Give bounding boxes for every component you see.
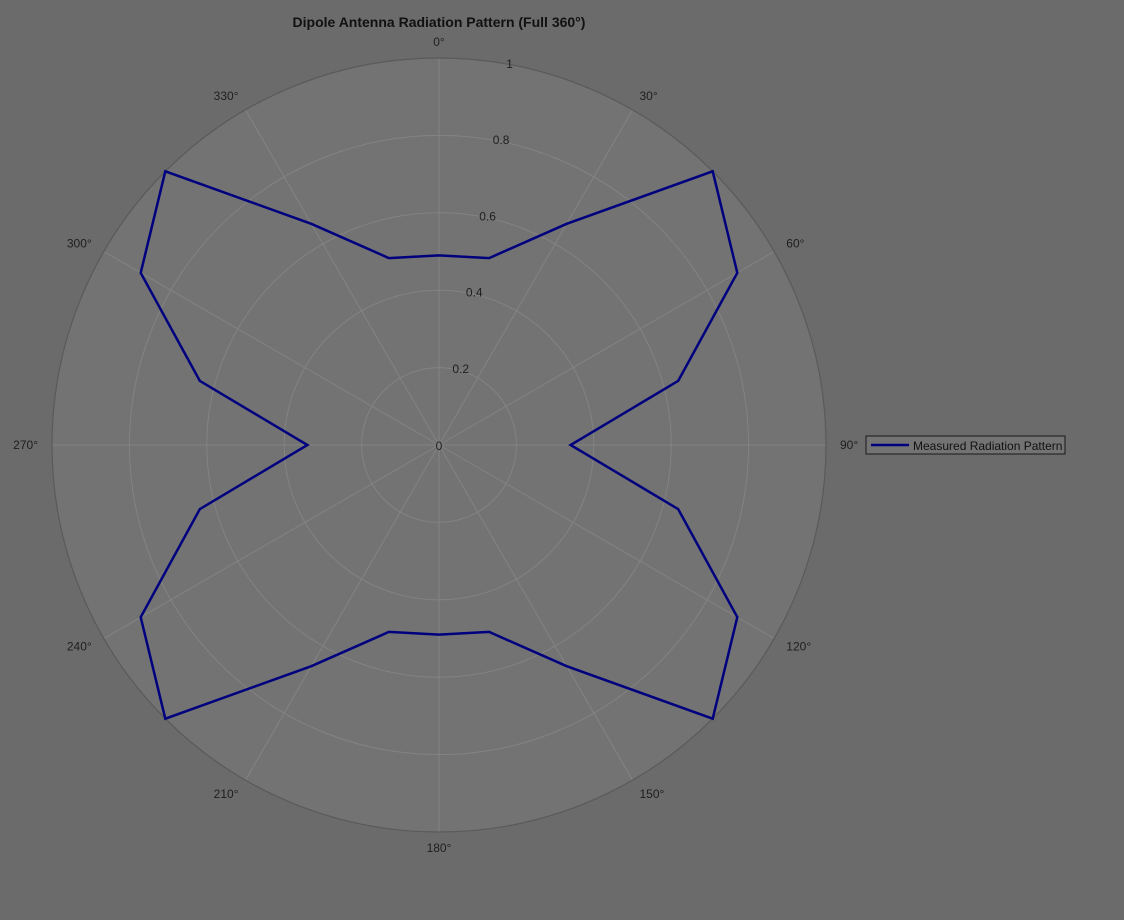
angular-gridline <box>103 251 440 446</box>
angular-tick-label: 90° <box>840 438 858 452</box>
angular-gridline <box>438 109 633 446</box>
legend-label: Measured Radiation Pattern <box>913 439 1062 453</box>
angular-tick-label: 270° <box>13 438 38 452</box>
angular-tick-label: 210° <box>214 787 239 801</box>
plot-area <box>139 169 739 721</box>
radial-tick-label: 0.2 <box>452 362 469 376</box>
radial-tick-label: 0.8 <box>493 133 510 147</box>
radial-tick-label: 0.4 <box>466 286 483 300</box>
angular-tick-label: 0° <box>433 35 445 49</box>
angular-tick-label: 150° <box>640 787 665 801</box>
angular-tick-label: 180° <box>427 841 452 855</box>
tick-labels: 0 0.2 0.4 0.6 0.8 1 0° 30° 60° 90° 120° 150° 180° 210… <box>13 35 858 855</box>
radial-tick-label: 0.6 <box>479 209 496 223</box>
chart-title: Dipole Antenna Radiation Pattern (Full 3… <box>293 14 586 30</box>
angular-tick-label: 60° <box>786 237 804 251</box>
angular-tick-label: 120° <box>786 640 811 654</box>
radial-tick-label: 1 <box>506 57 513 71</box>
angular-gridline <box>245 109 440 446</box>
legend-box <box>865 435 1066 455</box>
radial-tick-label: 0 <box>436 439 443 453</box>
series-line-measured-radiation-pattern <box>139 169 739 721</box>
angular-tick-label: 240° <box>67 640 92 654</box>
angular-gridline <box>438 444 775 639</box>
polar-outer-circle <box>51 57 827 833</box>
angular-tick-label: 330° <box>214 89 239 103</box>
legend[interactable]: Measured Radiation Pattern <box>865 435 1066 455</box>
angular-gridline <box>245 444 440 781</box>
angular-tick-label: 300° <box>67 237 92 251</box>
angular-gridline <box>438 251 775 446</box>
angular-gridline <box>103 444 440 639</box>
angular-tick-label: 30° <box>640 89 658 103</box>
angular-gridline <box>438 444 633 781</box>
polar-grid <box>51 57 827 833</box>
